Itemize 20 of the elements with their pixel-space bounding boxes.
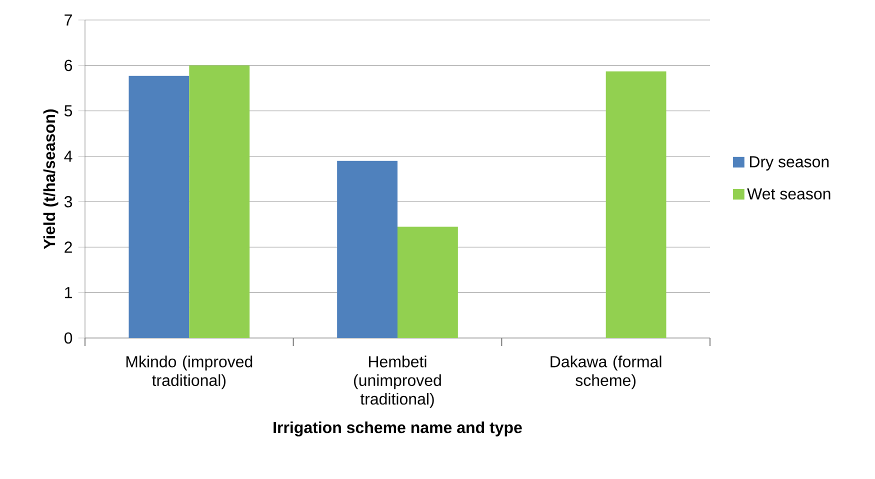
x-tick-label: Hembeti (unimproved traditional) bbox=[354, 356, 441, 408]
bar bbox=[189, 65, 250, 338]
x-axis-title: Irrigation scheme name and type bbox=[274, 421, 522, 436]
y-tick-label: 1 bbox=[65, 287, 72, 298]
bar bbox=[606, 71, 666, 338]
y-tick-label: 2 bbox=[64, 242, 72, 253]
y-tick-label: 0 bbox=[64, 332, 72, 344]
y-axis-title: Yield (t/ha/season) bbox=[43, 109, 58, 250]
y-tick-label: 5 bbox=[64, 105, 72, 116]
x-tick-label: Dakawa (formal scheme) bbox=[550, 356, 662, 390]
legend-label: Dry season bbox=[750, 156, 829, 171]
legend-label: Wet season bbox=[747, 188, 830, 200]
x-tick-label: Mkindo (improved traditional) bbox=[126, 356, 252, 390]
y-tick-label: 3 bbox=[64, 196, 72, 208]
bar bbox=[337, 160, 398, 338]
bar bbox=[398, 226, 458, 338]
y-tick-label: 4 bbox=[64, 150, 72, 162]
y-tick-label: 7 bbox=[64, 14, 72, 26]
bar bbox=[128, 76, 190, 338]
y-tick-label: 6 bbox=[64, 60, 72, 72]
